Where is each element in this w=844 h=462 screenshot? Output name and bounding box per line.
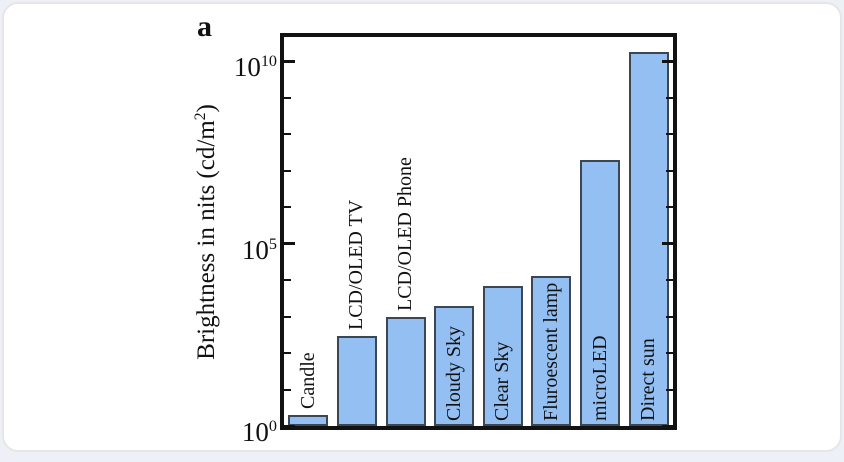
minor-tick-right	[666, 279, 673, 281]
y-tick-label-1e10: 1010	[190, 43, 277, 83]
bar-clear-sky	[482, 286, 523, 426]
y-axis-label-suffix: )	[193, 104, 221, 113]
plot-area: Candle LCD/OLED TV LCD/OLED Phone Cloudy Sk…	[284, 37, 673, 428]
minor-tick-right	[666, 133, 673, 136]
bar-category-label: Direct sun	[637, 338, 660, 421]
major-tick-left	[284, 424, 295, 428]
bar-cloudy-sky	[434, 306, 475, 426]
bar-category-label: Clear Sky	[491, 341, 514, 421]
minor-tick-right	[666, 388, 673, 391]
major-tick-right	[662, 59, 673, 63]
plot-frame	[280, 33, 677, 430]
minor-tick-left	[284, 169, 291, 172]
minor-tick-left	[284, 206, 291, 209]
major-tick-left	[284, 59, 295, 63]
bar-microled	[580, 160, 621, 426]
minor-tick-left	[284, 133, 291, 136]
y-tick-exponent: 5	[268, 234, 277, 253]
y-tick-base: 10	[241, 417, 269, 447]
y-axis-label-sup: 2	[191, 112, 209, 121]
bar-category-label: LCD/OLED TV	[345, 199, 368, 330]
bar-category-label: LCD/OLED Phone	[394, 157, 417, 311]
y-tick-exponent: 0	[268, 417, 277, 435]
bar-fluroescent-lamp	[531, 276, 572, 426]
minor-tick-right	[666, 315, 673, 318]
bar-direct-sun	[628, 52, 669, 426]
minor-tick-right	[666, 206, 673, 209]
bar-category-label: Cloudy Sky	[442, 325, 465, 421]
major-tick-right	[662, 242, 673, 245]
bar-candle	[288, 415, 329, 426]
minor-tick-left	[284, 352, 291, 354]
bar-category-label: microLED	[588, 335, 611, 421]
bar-lcd-oled-tv	[336, 336, 377, 426]
minor-tick-left	[284, 96, 291, 99]
major-tick-right	[662, 424, 673, 428]
minor-tick-right	[666, 352, 673, 354]
major-tick-left	[284, 242, 295, 245]
y-tick-base: 10	[241, 234, 269, 265]
y-tick-exponent: 10	[260, 52, 277, 71]
minor-tick-left	[284, 315, 291, 318]
y-tick-label-1e0: 100	[190, 408, 277, 447]
panel-label: a	[197, 10, 212, 43]
y-tick-label-1e5: 105	[190, 226, 277, 265]
minor-tick-left	[284, 388, 291, 391]
bar-category-label: Fluroescent lamp	[539, 282, 562, 421]
bar-category-label: Candle	[296, 352, 319, 409]
minor-tick-right	[666, 169, 673, 172]
minor-tick-left	[284, 279, 291, 281]
minor-tick-right	[666, 96, 673, 99]
bar-lcd-oled-phone	[385, 317, 426, 426]
y-tick-base: 10	[233, 52, 261, 83]
